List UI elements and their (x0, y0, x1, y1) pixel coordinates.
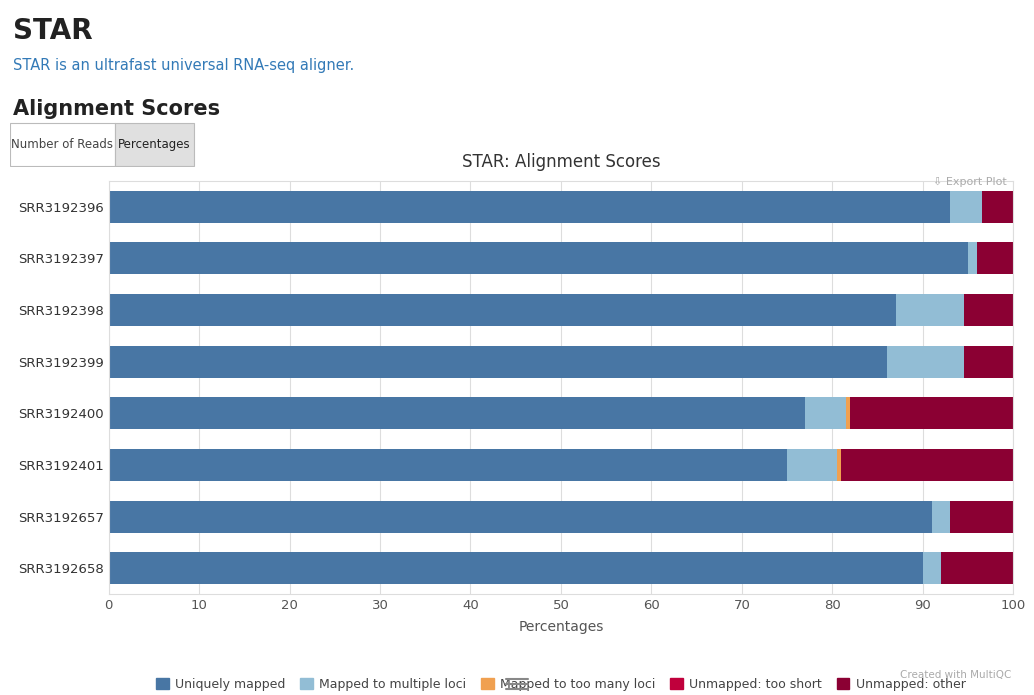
Bar (950, 190, 981, 222)
Bar (109, 345, 886, 377)
FancyBboxPatch shape (10, 122, 115, 166)
Legend: Uniquely mapped, Mapped to multiple loci, Mapped to too many loci, Unmapped: too: Uniquely mapped, Mapped to multiple loci… (151, 673, 971, 695)
Bar (968, 243, 977, 275)
Bar (923, 553, 941, 584)
Bar (109, 398, 805, 430)
Title: STAR: Alignment Scores: STAR: Alignment Scores (461, 153, 661, 171)
Bar (846, 398, 850, 430)
Bar (932, 500, 950, 532)
Bar (109, 500, 932, 532)
Bar (895, 294, 964, 326)
Bar (109, 294, 895, 326)
Bar (842, 449, 1013, 481)
Bar (981, 190, 1013, 222)
Text: Percentages: Percentages (118, 138, 190, 151)
Bar (850, 398, 1013, 430)
FancyBboxPatch shape (115, 122, 194, 166)
Text: STAR: STAR (13, 17, 93, 45)
Bar (109, 190, 950, 222)
Bar (109, 449, 787, 481)
Text: Created with MultiQC: Created with MultiQC (900, 670, 1011, 680)
Bar (109, 243, 968, 275)
Bar (109, 553, 923, 584)
Text: Alignment Scores: Alignment Scores (13, 99, 220, 119)
Bar (805, 398, 846, 430)
Bar (787, 449, 837, 481)
Bar (950, 500, 1013, 532)
Bar (964, 345, 1013, 377)
Bar (941, 553, 1013, 584)
Bar (886, 345, 964, 377)
X-axis label: Percentages: Percentages (518, 621, 604, 635)
Bar (977, 243, 1013, 275)
Bar (964, 294, 1013, 326)
Bar (837, 449, 842, 481)
Text: Number of Reads: Number of Reads (11, 138, 114, 151)
Text: ⇩ Export Plot: ⇩ Export Plot (934, 177, 1007, 187)
Text: STAR is an ultrafast universal RNA-seq aligner.: STAR is an ultrafast universal RNA-seq a… (13, 58, 355, 74)
